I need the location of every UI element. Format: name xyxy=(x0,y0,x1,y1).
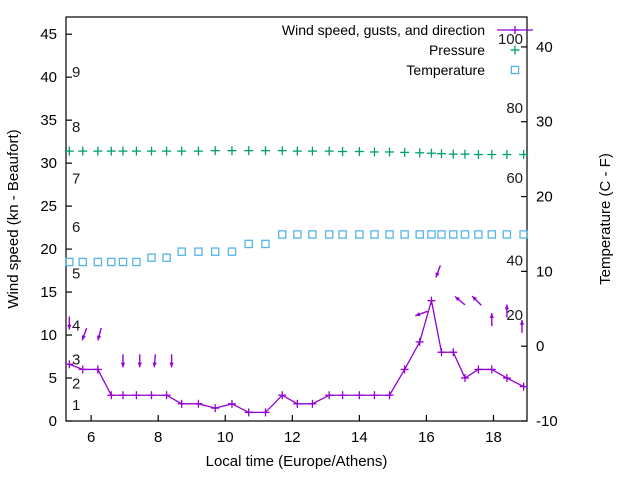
square-marker xyxy=(278,230,287,239)
y2-tick-label: 40 xyxy=(536,39,553,56)
fahrenheit-label: 40 xyxy=(506,252,523,269)
y2-axis-title: Temperature (C - F) xyxy=(597,153,614,285)
x-tick-label: 12 xyxy=(284,429,301,446)
square-marker xyxy=(244,239,253,249)
y-tick-label: 35 xyxy=(40,112,57,129)
beaufort-label: 7 xyxy=(72,171,80,188)
square-marker xyxy=(385,230,394,239)
x-tick-label: 18 xyxy=(485,429,502,446)
beaufort-label: 6 xyxy=(72,219,80,236)
square-marker xyxy=(437,230,446,239)
fahrenheit-label: 100 xyxy=(498,31,523,48)
beaufort-label: 3 xyxy=(72,351,80,368)
square-marker xyxy=(474,230,483,239)
square-marker xyxy=(460,230,470,239)
square-marker xyxy=(210,247,220,256)
square-marker xyxy=(355,230,364,239)
wind-direction-arrowhead xyxy=(169,362,174,368)
y-tick-label: 30 xyxy=(40,155,57,172)
square-marker xyxy=(177,247,186,256)
wind-direction-arrowhead xyxy=(67,324,72,330)
wind-direction-arrowhead xyxy=(81,335,86,341)
y-tick-label: 15 xyxy=(40,284,57,301)
y-tick-label: 45 xyxy=(40,26,57,43)
square-marker xyxy=(519,230,528,239)
wind-direction-arrowhead xyxy=(454,296,460,302)
x-tick-label: 14 xyxy=(351,429,368,446)
square-marker xyxy=(65,257,74,267)
beaufort-label: 1 xyxy=(72,397,80,414)
wind-direction-arrowhead xyxy=(472,296,477,301)
wind-direction-arrowhead xyxy=(415,312,421,317)
wind-direction-arrowhead xyxy=(489,313,494,318)
square-marker xyxy=(261,239,270,249)
y-tick-label: 20 xyxy=(40,241,57,258)
square-marker xyxy=(118,257,128,267)
fahrenheit-label: 20 xyxy=(506,307,523,324)
y-axis-title: Wind speed (kn - Beaufort) xyxy=(5,129,22,308)
y2-tick-label: 0 xyxy=(536,338,544,355)
beaufort-label: 2 xyxy=(72,375,80,392)
x-axis-title: Local time (Europe/Athens) xyxy=(206,453,388,470)
square-marker xyxy=(400,230,409,239)
wind-direction-arrowhead xyxy=(97,335,102,341)
y-tick-label: 0 xyxy=(49,413,57,430)
legend-label-0: Wind speed, gusts, and direction xyxy=(282,22,485,38)
wind-direction-arrowhead xyxy=(137,362,142,368)
x-tick-label: 16 xyxy=(418,429,435,446)
square-marker xyxy=(147,253,156,262)
square-marker xyxy=(293,230,302,239)
wind-direction-arrowhead xyxy=(519,319,525,325)
square-marker xyxy=(510,65,520,75)
y2-tick-label: 30 xyxy=(536,114,553,131)
y2-tick-label: 20 xyxy=(536,189,553,206)
square-marker xyxy=(324,230,334,239)
y-tick-label: 10 xyxy=(40,327,57,344)
wind-direction-arrowhead xyxy=(504,304,510,310)
x-tick-label: 10 xyxy=(217,429,234,446)
wind-direction-arrowhead xyxy=(120,362,126,368)
legend-label-1: Pressure xyxy=(429,42,485,58)
y-tick-label: 40 xyxy=(40,69,57,86)
square-marker xyxy=(162,253,171,262)
square-marker xyxy=(194,247,203,256)
y2-tick-label: -10 xyxy=(536,413,558,430)
square-marker xyxy=(502,230,512,239)
legend-label-2: Temperature xyxy=(406,62,485,78)
beaufort-label: 9 xyxy=(72,64,80,81)
square-marker xyxy=(78,257,88,267)
fahrenheit-label: 80 xyxy=(506,100,523,117)
square-marker xyxy=(338,230,347,239)
beaufort-label: 8 xyxy=(72,119,80,136)
beaufort-label: 4 xyxy=(72,318,80,335)
square-marker xyxy=(132,257,141,267)
square-marker xyxy=(93,257,103,267)
square-marker xyxy=(227,247,237,256)
fahrenheit-label: 60 xyxy=(506,170,523,187)
square-marker xyxy=(370,230,379,239)
square-marker xyxy=(487,230,497,239)
x-tick-label: 6 xyxy=(87,429,95,446)
square-marker xyxy=(448,230,458,239)
y2-tick-label: 10 xyxy=(536,263,553,280)
plot-frame xyxy=(65,16,528,422)
y-tick-label: 25 xyxy=(40,198,57,215)
wind-direction-arrowhead xyxy=(435,272,440,278)
square-marker xyxy=(415,230,424,239)
wind-direction-arrowhead xyxy=(152,362,157,368)
square-marker xyxy=(107,257,116,267)
square-marker xyxy=(427,230,436,239)
beaufort-label: 5 xyxy=(72,265,80,282)
square-marker xyxy=(308,230,317,239)
x-tick-label: 8 xyxy=(154,429,162,446)
y-tick-label: 5 xyxy=(49,370,57,387)
